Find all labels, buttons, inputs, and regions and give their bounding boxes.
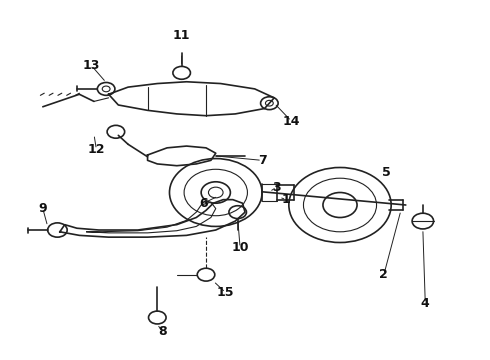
Text: 9: 9 <box>39 202 47 215</box>
Text: 13: 13 <box>83 59 100 72</box>
Text: 7: 7 <box>258 154 267 167</box>
Text: 4: 4 <box>421 297 430 310</box>
Text: 3: 3 <box>272 181 281 194</box>
Text: 11: 11 <box>173 29 191 42</box>
Text: 8: 8 <box>158 325 167 338</box>
Text: 5: 5 <box>382 166 391 179</box>
Text: 15: 15 <box>217 286 234 299</box>
Text: 1: 1 <box>282 193 291 206</box>
Text: 14: 14 <box>283 114 300 127</box>
Text: 12: 12 <box>88 143 105 156</box>
Text: 2: 2 <box>379 268 388 281</box>
Text: 6: 6 <box>199 197 208 210</box>
Polygon shape <box>60 200 245 237</box>
Text: 10: 10 <box>231 241 249 255</box>
